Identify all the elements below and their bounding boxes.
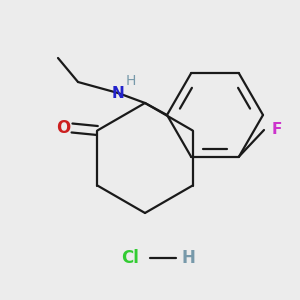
Text: N: N [112, 85, 124, 100]
Text: F: F [272, 122, 282, 137]
Text: H: H [181, 249, 195, 267]
Text: Cl: Cl [121, 249, 139, 267]
Text: H: H [126, 74, 136, 88]
Text: O: O [56, 119, 70, 137]
